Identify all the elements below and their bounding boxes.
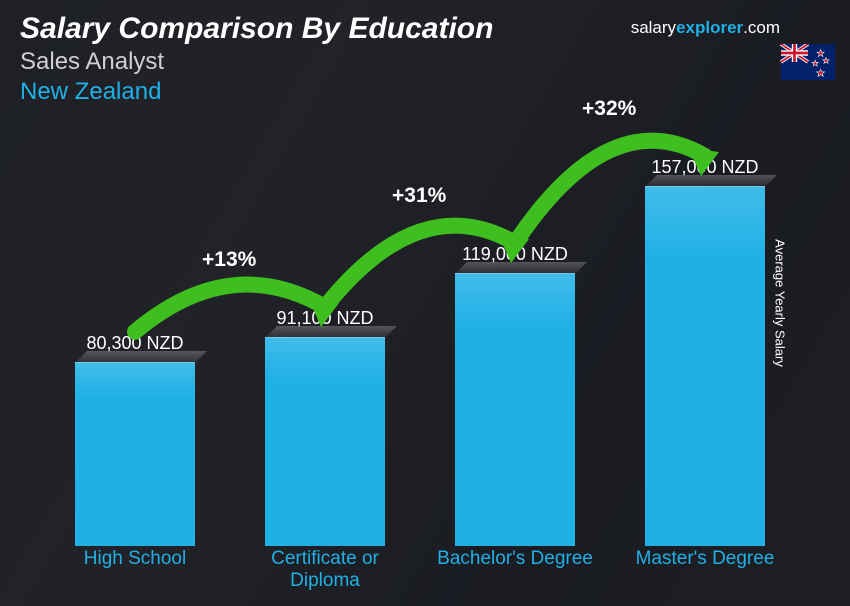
bar-label: High School — [51, 548, 218, 598]
chart-container: Salary Comparison By Education Sales Ana… — [0, 0, 850, 606]
brand-bold: explorer — [676, 18, 743, 37]
chart-subtitle: Sales Analyst — [20, 48, 830, 76]
bar — [75, 362, 195, 546]
brand-suffix: .com — [743, 18, 780, 37]
labels-row: High School Certificate or Diploma Bachelo… — [40, 548, 800, 598]
bar-label: Certificate or Diploma — [241, 548, 408, 598]
increase-pct: +13% — [202, 248, 256, 272]
bar-group: 80,300 NZD — [51, 333, 218, 546]
increase-pct: +31% — [392, 184, 446, 208]
nz-flag-icon — [780, 44, 836, 80]
bar-label: Bachelor's Degree — [431, 548, 598, 598]
increase-pct: +32% — [582, 97, 636, 121]
bar-label: Master's Degree — [621, 548, 788, 598]
bar — [265, 337, 385, 546]
brand-logo: salaryexplorer.com — [631, 18, 780, 38]
brand-prefix: salary — [631, 18, 676, 37]
